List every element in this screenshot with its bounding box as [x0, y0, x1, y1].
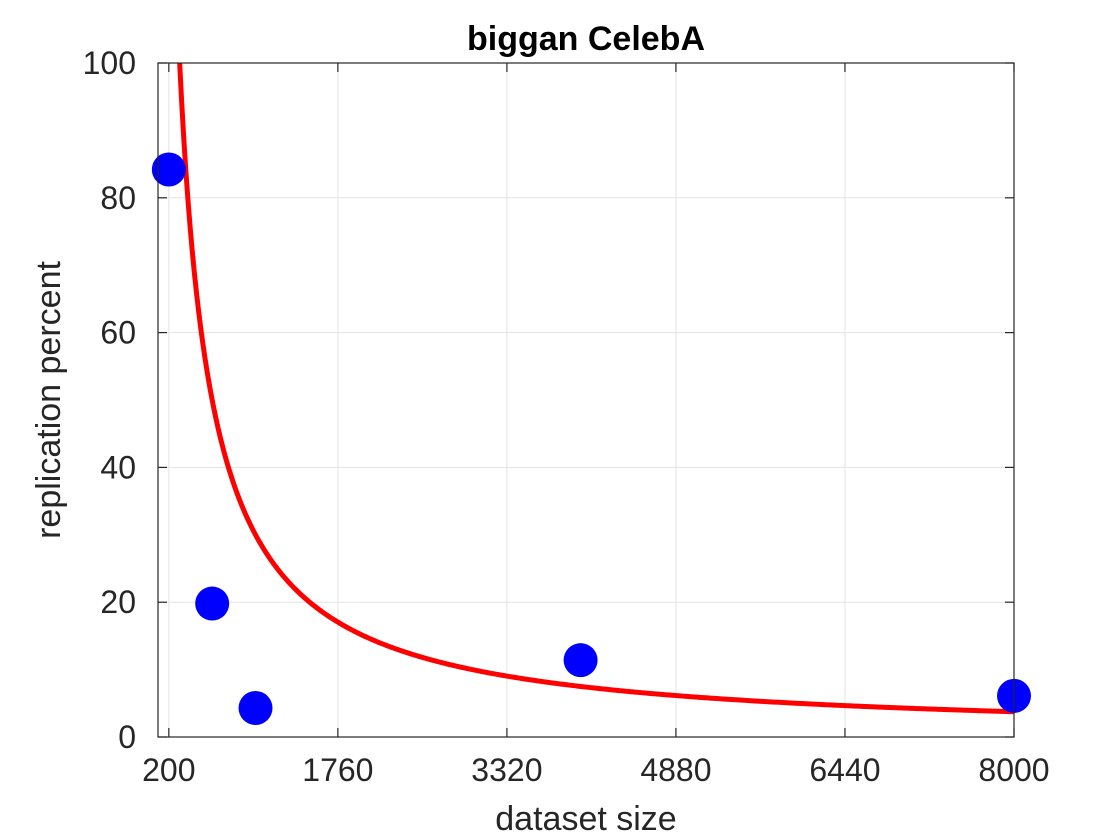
data-point: [563, 643, 598, 678]
y-tick-label: 20: [100, 584, 136, 620]
data-points-layer: [151, 152, 1031, 726]
y-tick-label: 40: [100, 449, 136, 485]
x-tick-label: 1760: [302, 752, 373, 788]
data-point: [195, 586, 230, 621]
y-axis-label: replication percent: [30, 261, 68, 539]
y-tick-label: 100: [83, 45, 136, 81]
grid-lines: [158, 62, 1015, 738]
x-axis-label: dataset size: [495, 800, 676, 838]
chart-title: biggan CelebA: [467, 20, 705, 58]
x-tick-label: 4880: [640, 752, 711, 788]
x-tick-label: 8000: [978, 752, 1049, 788]
y-tick-label: 80: [100, 180, 136, 216]
axis-ticks: 200 1760 3320 4880 6440 8000 0 20 40 60 80 100: [83, 45, 1050, 788]
x-tick-label: 3320: [471, 752, 542, 788]
plot-frame: [157, 62, 1015, 738]
x-tick-label: 200: [142, 752, 195, 788]
fit-curve-layer: [177, 62, 1015, 715]
data-point: [238, 691, 273, 726]
y-tick-label: 60: [100, 315, 136, 351]
data-point: [151, 152, 186, 187]
fit-curve: [177, 62, 1015, 715]
y-tick-label: 0: [118, 719, 136, 755]
x-tick-label: 6440: [809, 752, 880, 788]
